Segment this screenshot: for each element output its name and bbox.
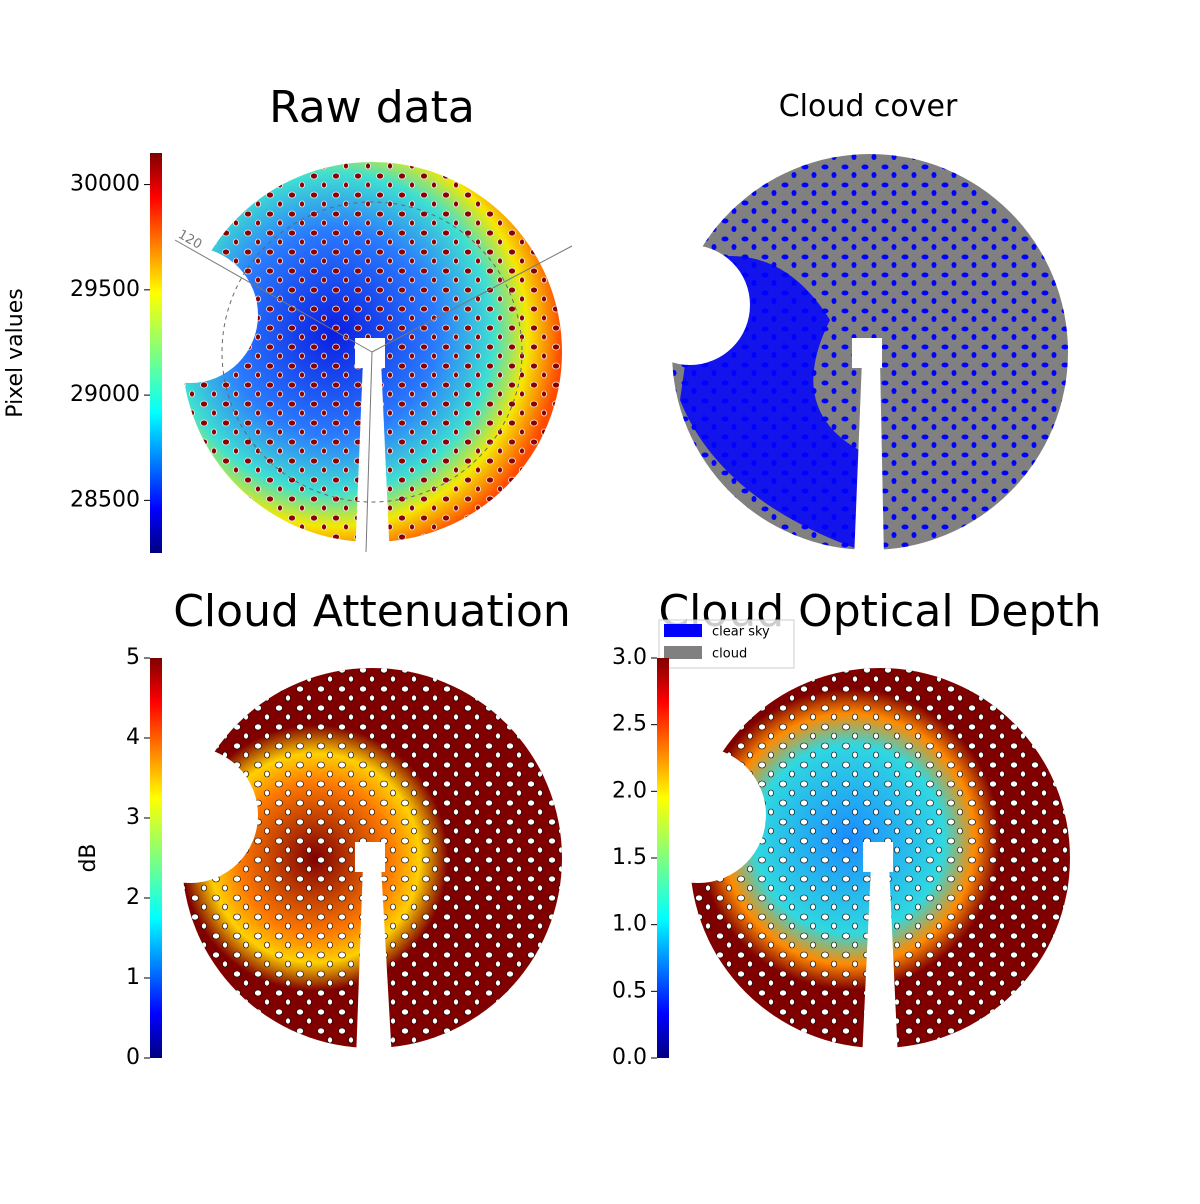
tick-label: 1.0 [612,912,647,937]
tick-label: 29500 [70,277,140,302]
legend-swatch [664,646,702,659]
legend-swatch [664,624,702,637]
attenuation-image [122,668,562,1060]
tick-label: 28500 [70,487,140,512]
tick-label: 2.5 [612,712,647,737]
raw-image [122,162,573,560]
colorbar-label: dB [76,843,101,872]
colorbar [150,658,162,1058]
title: Cloud cover [779,89,958,124]
tick-label: 3.0 [612,645,647,670]
tick-label: 2.0 [612,778,647,803]
legend-label: clear sky [712,625,770,640]
cloud-cover-image [630,154,1068,560]
tick-label: 1 [126,965,140,990]
tick-label: 0 [126,1045,140,1070]
tick-label: 3 [126,805,140,830]
title: Raw data [269,82,475,133]
legend-label: cloud [712,647,747,662]
tick-label: 2 [126,885,140,910]
colorbar [657,658,669,1058]
tick-label: 0.0 [612,1045,647,1070]
tick-label: 30000 [70,172,140,197]
colorbar-label: Pixel values [3,288,28,417]
tick-label: 0.5 [612,978,647,1003]
colorbar [150,153,162,553]
tick-label: 5 [126,645,140,670]
title: Cloud Attenuation [173,586,571,637]
tick-label: 29000 [70,382,140,407]
optical-depth-image [630,668,1070,1060]
tick-label: 1.5 [612,845,647,870]
tick-label: 4 [126,725,140,750]
